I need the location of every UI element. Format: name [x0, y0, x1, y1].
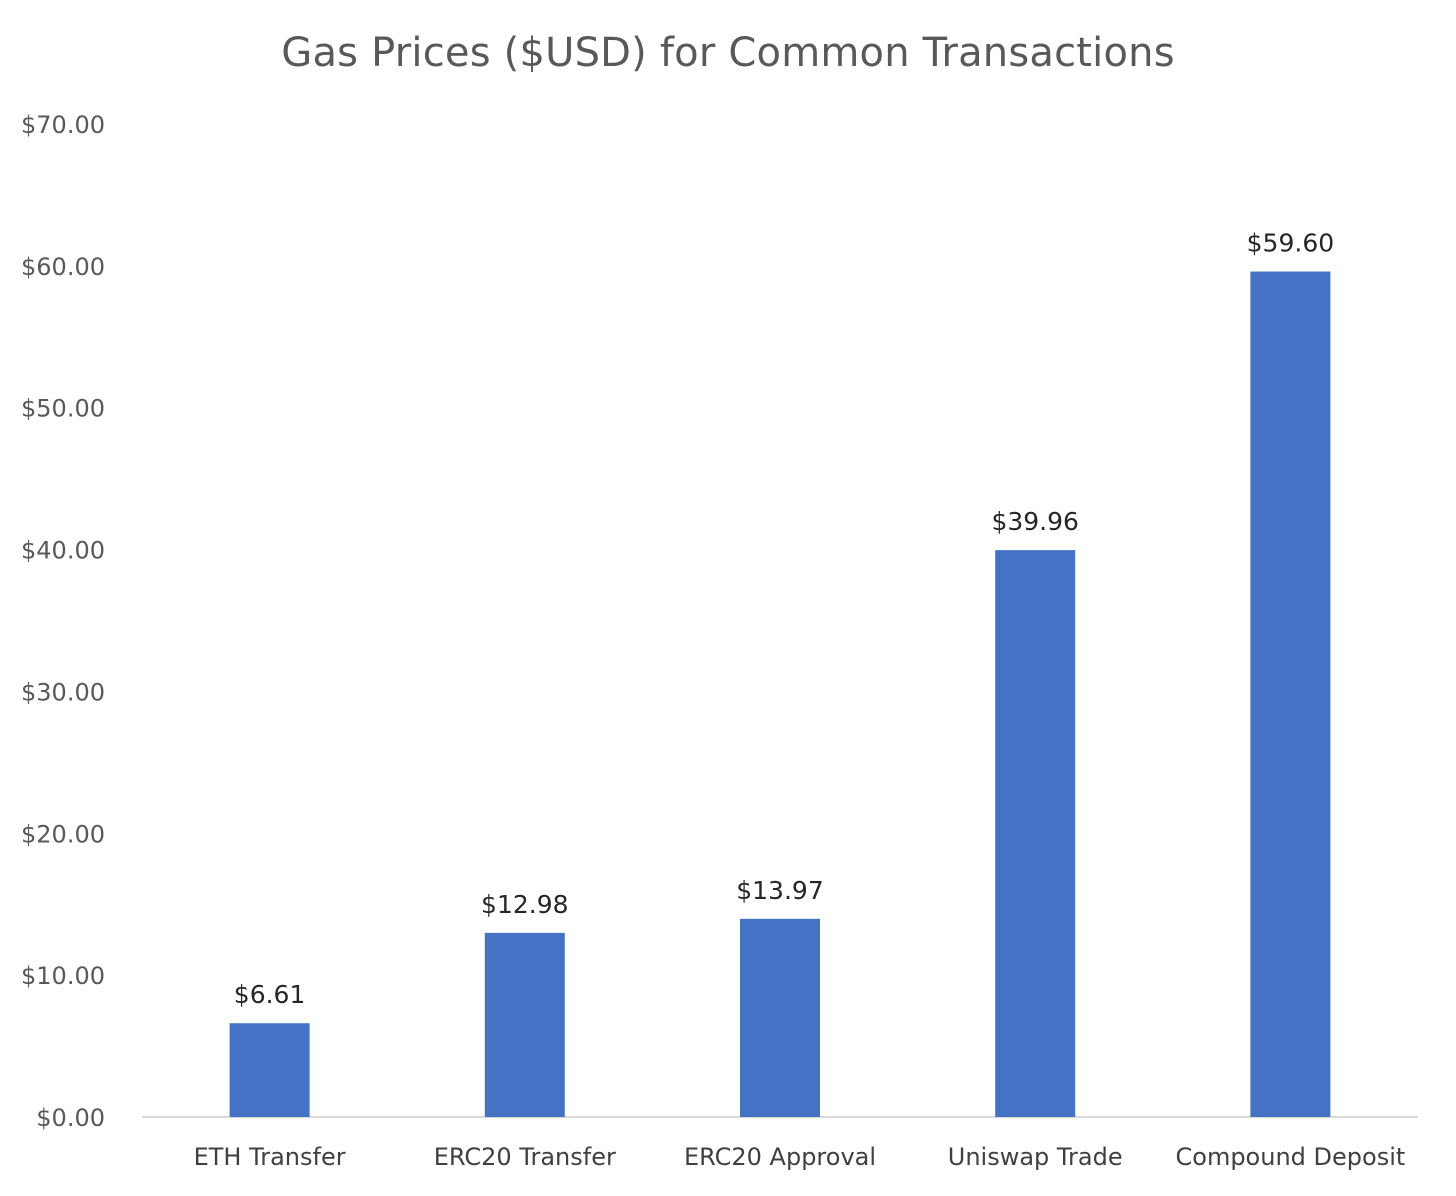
category-label: ERC20 Transfer [434, 1143, 616, 1171]
category-label: ETH Transfer [194, 1143, 346, 1171]
y-tick-label: $70.00 [21, 111, 105, 139]
data-label: $59.60 [1247, 229, 1334, 258]
category-label: ERC20 Approval [684, 1143, 876, 1171]
y-tick-label: $30.00 [21, 678, 105, 706]
category-label: Uniswap Trade [948, 1143, 1123, 1171]
bar[interactable] [995, 550, 1076, 1117]
chart-title: Gas Prices ($USD) for Common Transaction… [281, 30, 1175, 76]
data-label: $12.98 [481, 890, 568, 919]
category-label: Compound Deposit [1176, 1143, 1406, 1171]
y-tick-label: $50.00 [21, 395, 105, 423]
data-label: $39.96 [991, 507, 1078, 536]
bar[interactable] [740, 918, 820, 1117]
y-tick-label: $10.00 [21, 962, 105, 990]
data-label: $13.97 [736, 876, 823, 905]
y-tick-label: $0.00 [36, 1104, 105, 1132]
y-tick-label: $20.00 [21, 820, 105, 848]
y-tick-label: $60.00 [21, 253, 105, 281]
bar[interactable] [1250, 271, 1331, 1117]
bar[interactable] [484, 932, 565, 1117]
y-tick-label: $40.00 [21, 537, 105, 565]
data-label: $6.61 [234, 980, 306, 1009]
bar[interactable] [229, 1023, 310, 1117]
